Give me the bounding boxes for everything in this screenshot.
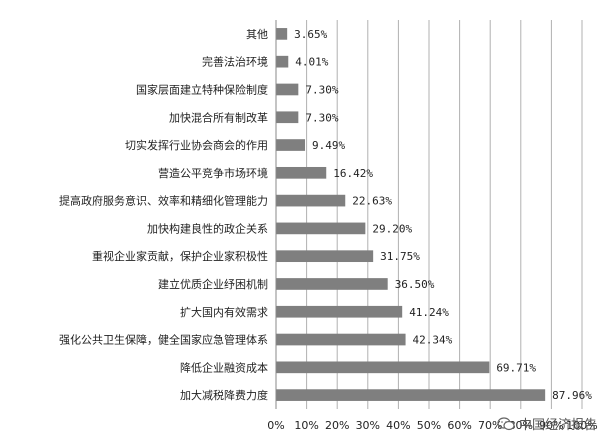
category-label: 加大减税降费力度 — [180, 388, 268, 402]
bar — [276, 333, 406, 346]
bar — [276, 361, 490, 374]
watermark: 中国经济报告 — [497, 414, 597, 433]
value-label: 9.49% — [312, 139, 345, 152]
value-label: 7.30% — [305, 111, 338, 124]
x-tick-label: 80% — [509, 419, 533, 432]
bar — [276, 166, 327, 179]
value-label: 3.65% — [294, 28, 327, 41]
bar — [276, 139, 306, 151]
value-label: 4.01% — [295, 56, 328, 69]
category-label: 强化公共卫生保障，健全国家应急管理体系 — [59, 333, 268, 347]
x-tick-label: 50% — [417, 419, 441, 432]
bar — [276, 250, 374, 263]
bar — [276, 83, 299, 96]
x-tick-label: 0% — [267, 419, 284, 432]
value-label: 29.20% — [372, 222, 412, 235]
bar — [276, 305, 403, 318]
value-label: 31.75% — [380, 250, 420, 263]
bar — [276, 278, 388, 290]
category-label: 其他 — [246, 28, 268, 41]
value-label: 87.96% — [552, 389, 592, 402]
category-label: 营造公平竞争市场环境 — [158, 166, 268, 180]
bar — [276, 111, 299, 124]
x-tick-label: 20% — [325, 419, 349, 432]
value-label: 36.50% — [395, 278, 435, 291]
value-label: 42.34% — [413, 334, 453, 347]
category-label: 重视企业家贡献，保护企业家积极性 — [92, 249, 268, 263]
x-tick-label: 100% — [566, 419, 597, 432]
value-label: 16.42% — [333, 167, 373, 180]
wechat-icon — [497, 416, 515, 430]
category-label: 扩大国内有效需求 — [180, 305, 268, 319]
value-label: 22.63% — [352, 195, 392, 208]
category-label: 提高政府服务意识、效率和精细化管理能力 — [59, 194, 268, 208]
category-label: 国家层面建立特种保险制度 — [136, 82, 268, 96]
bar — [276, 28, 288, 40]
category-label: 完善法治环境 — [202, 55, 268, 69]
bar — [276, 389, 546, 401]
x-tick-label: 90% — [539, 419, 563, 432]
watermark-text: 中国经济报告 — [518, 418, 597, 433]
x-tick-label: 30% — [356, 419, 380, 432]
bar — [276, 55, 289, 68]
x-tick-label: 60% — [447, 419, 471, 432]
category-label: 加快混合所有制改革 — [169, 110, 268, 124]
value-label: 7.30% — [305, 83, 338, 96]
category-label: 建立优质企业纾困机制 — [158, 277, 268, 291]
bar — [276, 194, 346, 207]
value-label: 69.71% — [496, 361, 536, 374]
x-tick-label: 40% — [386, 419, 410, 432]
bar — [276, 222, 366, 235]
category-label: 降低企业融资成本 — [180, 360, 268, 374]
x-tick-label: 70% — [478, 419, 502, 432]
x-tick-label: 10% — [294, 419, 318, 432]
value-label: 41.24% — [409, 306, 449, 319]
category-label: 切实发挥行业协会商会的作用 — [125, 138, 268, 152]
category-label: 加快构建良性的政企关系 — [147, 221, 268, 235]
